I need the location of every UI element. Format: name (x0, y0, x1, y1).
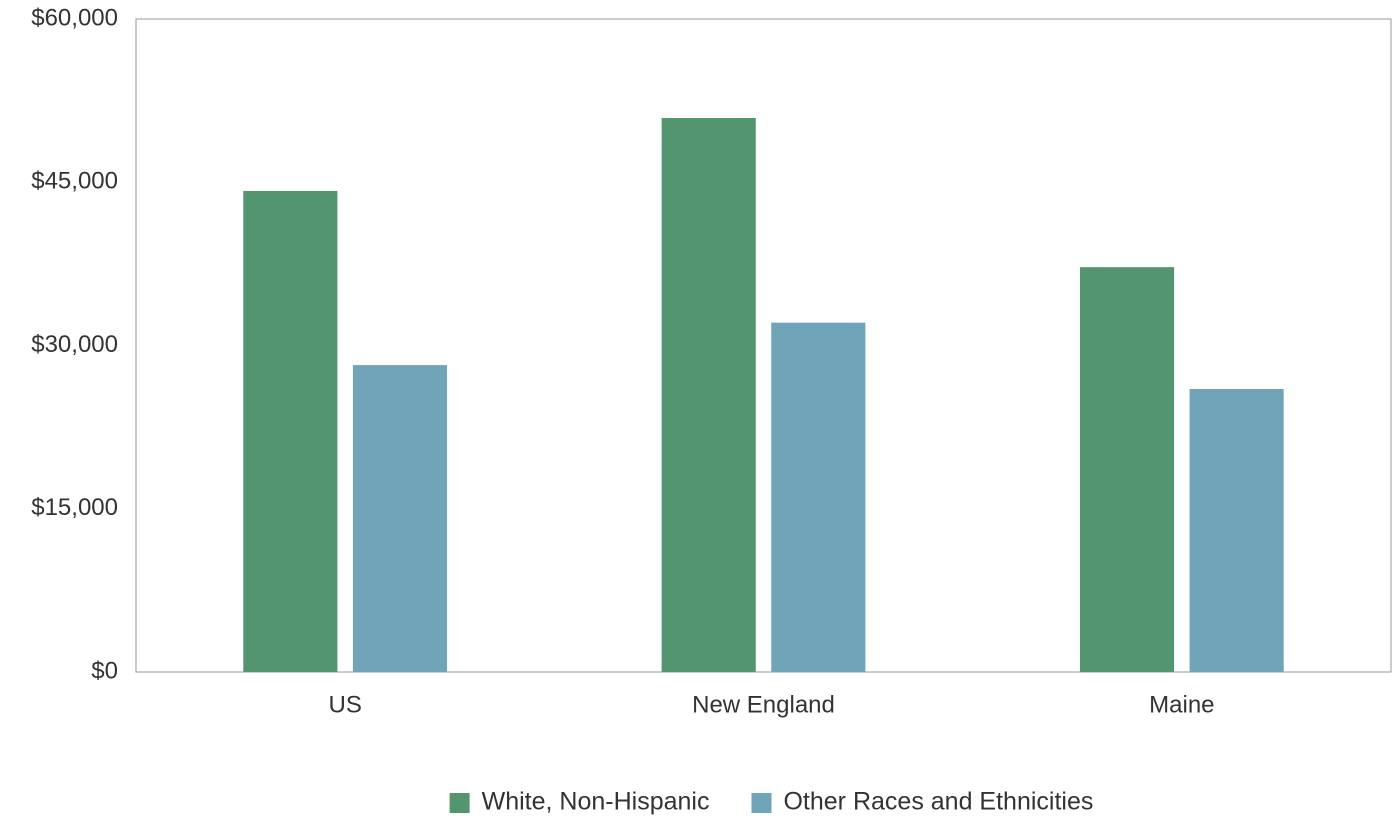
bar (352, 365, 448, 672)
x-tick-label: Maine (1149, 691, 1214, 718)
bar (661, 118, 756, 672)
y-tick-label: $15,000 (31, 494, 118, 521)
y-tick-label: $60,000 (31, 4, 118, 31)
y-tick-label: $30,000 (31, 331, 118, 358)
legend-label: Other Races and Ethnicities (783, 788, 1093, 816)
y-tick-label: $0 (91, 657, 118, 684)
y-axis: $0 $15,000 $30,000 $45,000 $60,000 (31, 4, 118, 684)
legend-label: White, Non-Hispanic (482, 788, 710, 816)
x-tick-label: US (328, 691, 361, 718)
y-tick-label: $45,000 (31, 168, 118, 195)
bars (243, 118, 1284, 672)
legend-swatch (751, 793, 772, 813)
legend: White, Non-Hispanic Other Races and Ethni… (449, 788, 1093, 816)
x-tick-label: New England (692, 691, 835, 718)
plot-area-frame (135, 18, 1392, 673)
bar (1079, 267, 1175, 672)
legend-item: White, Non-Hispanic (449, 788, 710, 816)
x-axis: US New England Maine (328, 691, 1214, 718)
legend-item: Other Races and Ethnicities (751, 788, 1093, 816)
legend-swatch (449, 793, 470, 813)
bar (771, 322, 866, 672)
bar (1189, 389, 1284, 672)
bar (243, 190, 338, 672)
